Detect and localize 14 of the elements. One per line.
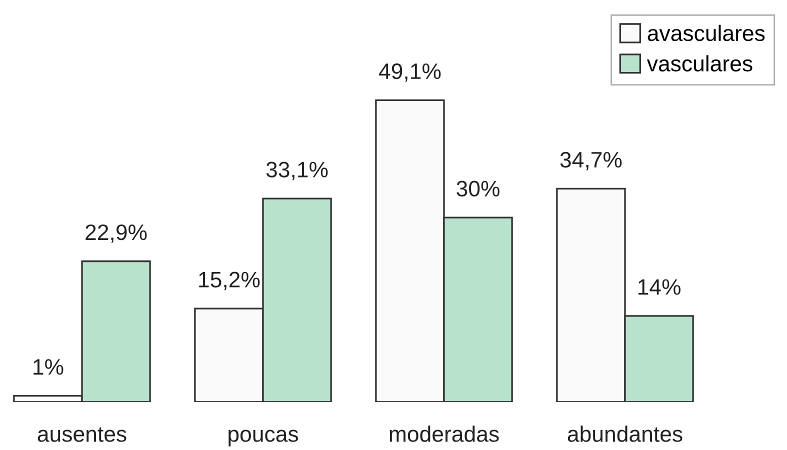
x-tick-label: poucas [228,430,298,446]
data-label: 22,9% [86,224,147,243]
legend-label: vasculares [646,55,752,72]
data-label: 14% [638,279,680,295]
x-tick-label: abundantes [568,426,682,442]
x-tick-label: ausentes [38,427,126,442]
data-label: 30% [456,180,500,197]
data-label: 1% [34,359,64,375]
data-label: 15,2% [199,272,260,290]
data-label: 33,1% [266,162,328,180]
data-label: 34,7% [560,152,622,170]
legend-label: avasculares [648,24,765,42]
data-label: 49,1% [378,63,441,82]
x-tick-label: moderadas [390,426,499,442]
